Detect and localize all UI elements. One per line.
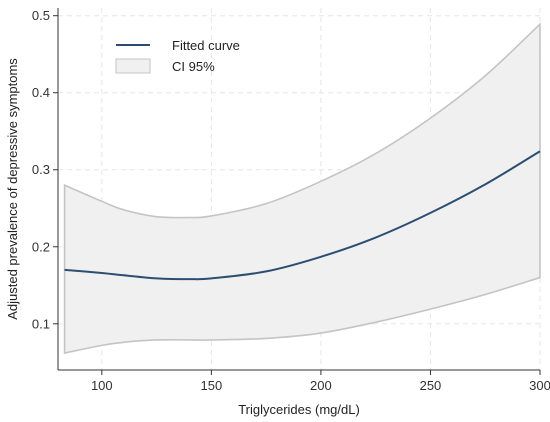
ci-band [63,22,541,355]
y-tick-label: 0.5 [32,8,50,23]
y-tick-label: 0.1 [32,316,50,331]
legend-band-swatch [115,58,151,74]
y-tick-label: 0.3 [32,162,50,177]
y-tick-label: 0.2 [32,239,50,254]
y-ticks: 0.1 0.2 0.3 0.4 0.5 [32,8,58,331]
legend-band-label: CI 95% [172,59,215,74]
legend-line-label: Fitted curve [172,38,240,53]
x-ticks: 100 150 200 250 300 [91,370,550,393]
y-tick-label: 0.4 [32,85,50,100]
x-tick-label: 100 [91,378,113,393]
x-axis-title: Triglycerides (mg/dL) [238,402,360,417]
x-tick-label: 200 [310,378,332,393]
x-tick-label: 150 [201,378,223,393]
y-axis-title: Adjusted prevalence of depressive sympto… [5,58,20,320]
fitted-curve [64,150,541,281]
legend: Fitted curve CI 95% [115,38,240,74]
axes [57,8,540,371]
x-tick-label: 300 [529,378,550,393]
x-tick-label: 250 [420,378,442,393]
